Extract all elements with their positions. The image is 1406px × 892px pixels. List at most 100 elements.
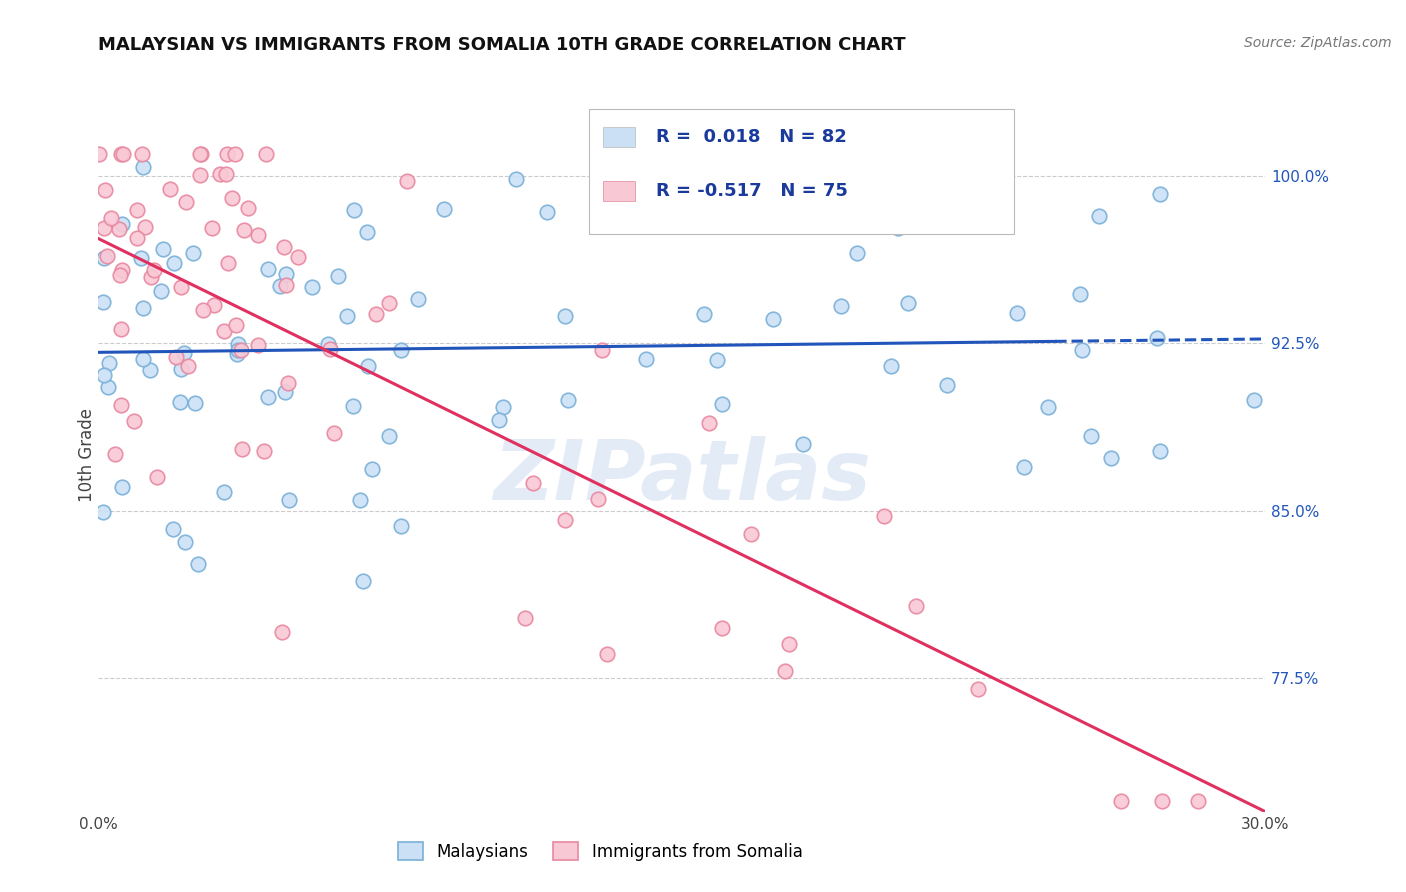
Point [706,353,728,368]
Point [887,221,910,235]
Point [110,322,132,336]
Point [131,161,153,175]
Point [1149,186,1171,201]
Point [319,343,342,357]
FancyBboxPatch shape [603,128,636,147]
Point [111,263,134,277]
Point [91,295,114,310]
Point [174,535,197,549]
Point [966,681,988,696]
Point [129,252,152,266]
Point [522,475,544,490]
Point [225,318,247,332]
Point [669,210,692,224]
Point [1146,331,1168,345]
Point [697,416,720,430]
Point [231,442,253,456]
Point [879,207,901,221]
Point [226,337,249,351]
Point [149,284,172,298]
Point [184,396,207,410]
Point [221,191,243,205]
Point [127,203,149,218]
Point [174,194,197,209]
Point [277,493,299,508]
Point [212,324,235,338]
Point [710,621,733,635]
Point [342,400,364,414]
Point [177,359,200,373]
Point [276,267,298,281]
Point [131,351,153,366]
Point [202,298,225,312]
Point [131,146,153,161]
Point [93,368,115,383]
Point [872,508,894,523]
Point [111,480,134,494]
Point [169,361,191,376]
Point [110,146,132,161]
Point [188,168,211,182]
Point [1109,793,1132,807]
Point [247,228,270,243]
Point [226,347,249,361]
Point [1149,443,1171,458]
Point [596,648,619,662]
Point [1080,429,1102,443]
Point [188,146,211,161]
Point [224,146,246,161]
Point [591,343,613,357]
FancyBboxPatch shape [589,109,1015,234]
Point [389,519,412,533]
Point [636,352,658,367]
Point [96,249,118,263]
Point [778,637,800,651]
Point [433,202,456,216]
Point [935,378,957,392]
Point [226,343,249,357]
Point [352,574,374,588]
Point [152,242,174,256]
Point [217,146,239,161]
Point [110,268,132,283]
Point [1088,209,1111,223]
Point [336,310,359,324]
Point [905,599,928,614]
Point [1069,286,1091,301]
Point [187,557,209,571]
Text: MALAYSIAN VS IMMIGRANTS FROM SOMALIA 10TH GRADE CORRELATION CHART: MALAYSIAN VS IMMIGRANTS FROM SOMALIA 10T… [98,36,905,54]
Point [273,240,295,254]
Text: ZIPatlas: ZIPatlas [494,436,870,516]
Point [127,231,149,245]
Point [108,222,131,236]
Point [159,182,181,196]
Point [247,337,270,351]
Point [406,293,429,307]
Point [536,205,558,219]
Point [139,269,162,284]
Point [111,217,134,231]
Point [97,380,120,394]
Point [104,447,127,461]
Point [87,146,110,161]
Point [233,223,256,237]
Legend: Malaysians, Immigrants from Somalia: Malaysians, Immigrants from Somalia [391,836,808,868]
Point [173,346,195,360]
Point [588,491,610,506]
Point [190,146,212,161]
Point [357,359,380,373]
Point [112,146,135,161]
Point [287,250,309,264]
Point [323,426,346,441]
Point [775,664,797,678]
Point [492,400,515,414]
Point [740,527,762,541]
Point [1012,460,1035,475]
Point [97,356,120,370]
Point [254,146,277,161]
Point [1038,400,1060,414]
Point [274,278,297,293]
Point [217,256,239,270]
Point [513,611,536,625]
Point [110,398,132,412]
